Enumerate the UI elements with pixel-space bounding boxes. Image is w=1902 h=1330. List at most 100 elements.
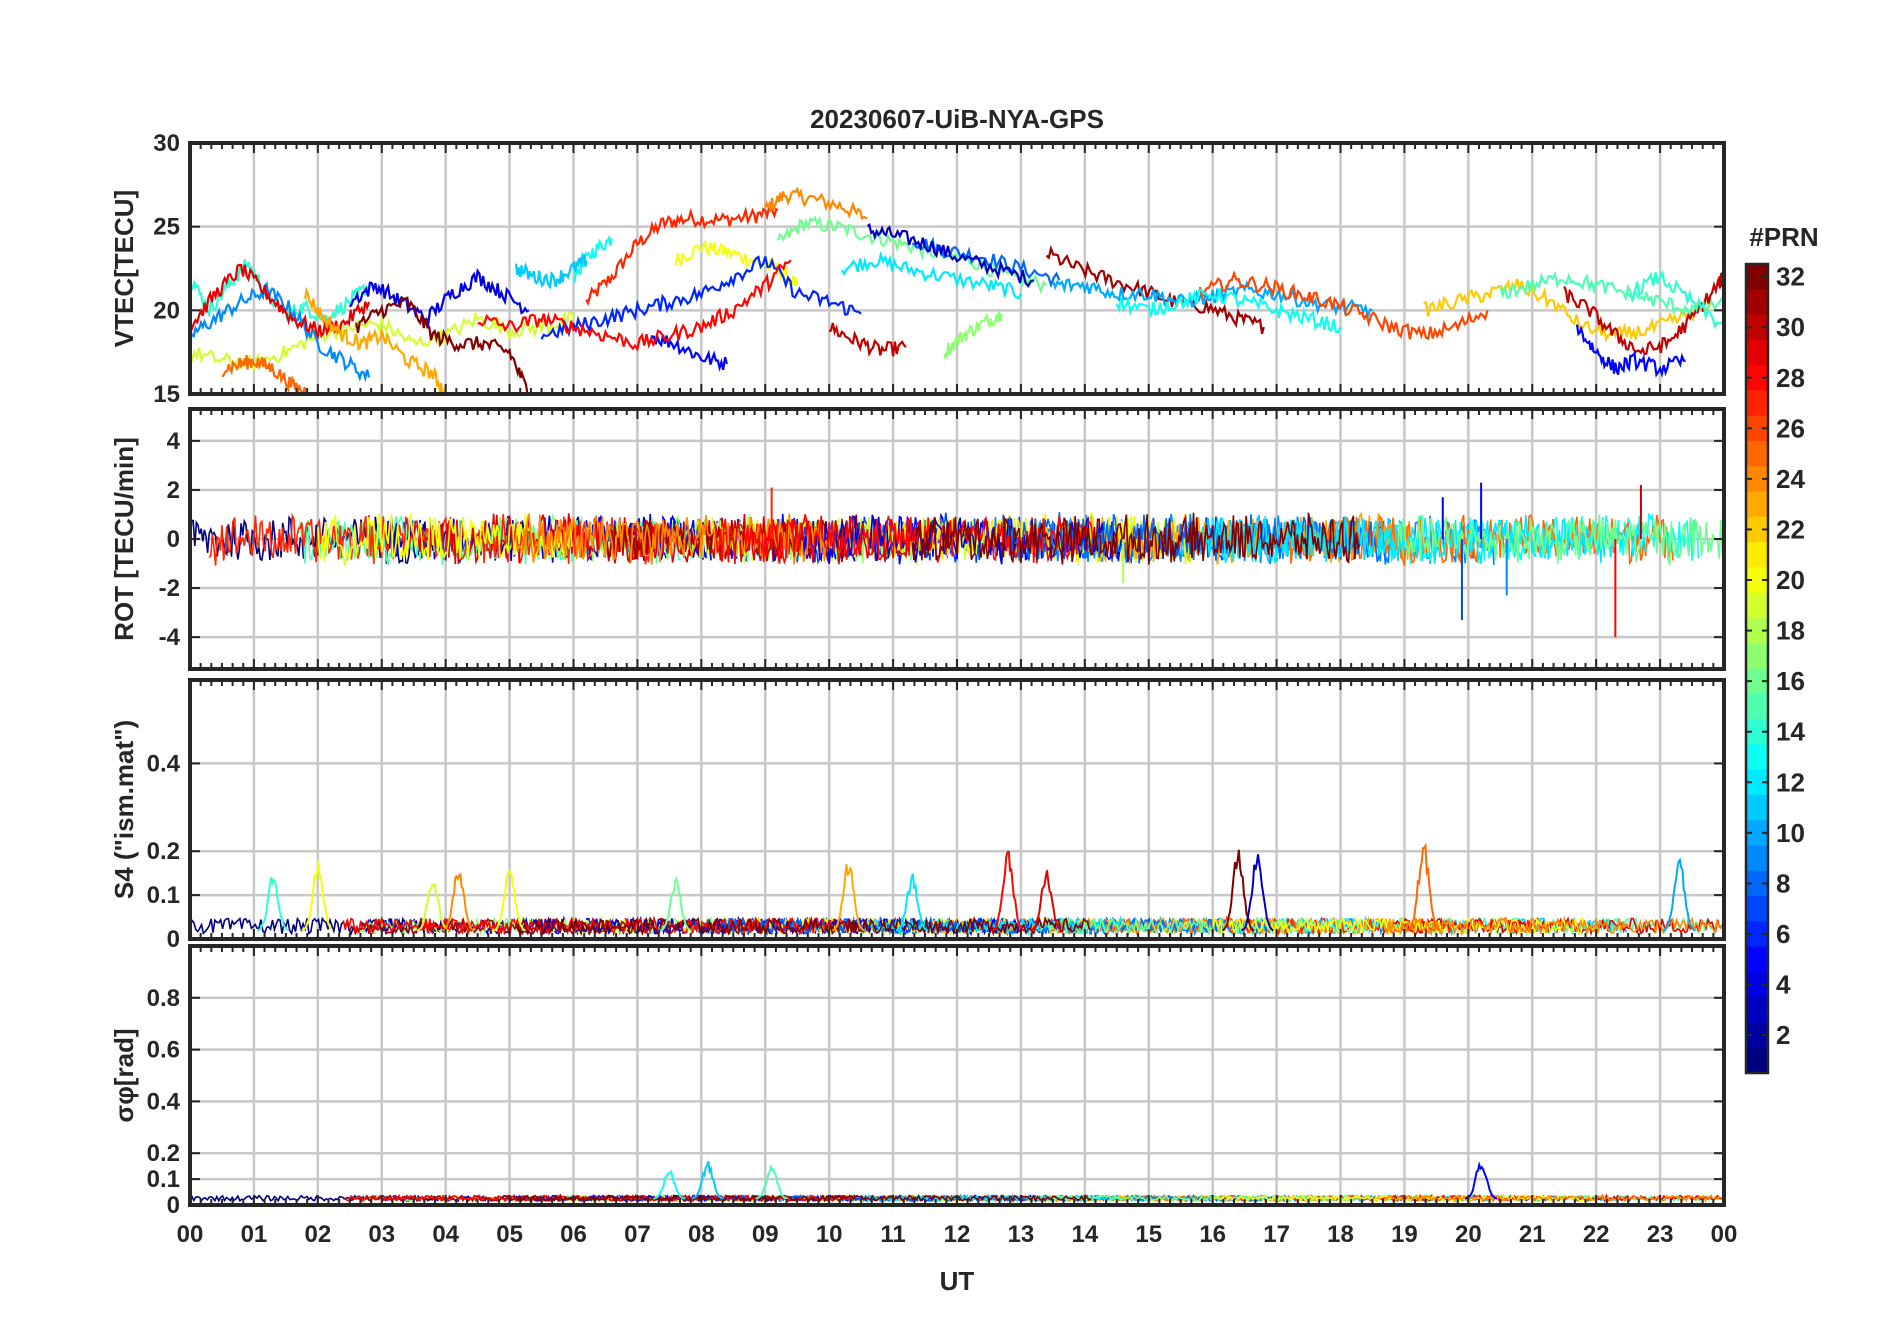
s4-peak-prn-10 xyxy=(1662,857,1696,932)
x-tick-label: 00 xyxy=(1711,1221,1738,1248)
colorbar-segment xyxy=(1746,744,1768,771)
colorbar-segment xyxy=(1746,466,1768,493)
colorbar-segment xyxy=(1746,415,1768,442)
colorbar-segment xyxy=(1746,668,1768,695)
vtec-series-prn-28 xyxy=(477,259,792,352)
colorbar-segment xyxy=(1746,365,1768,392)
vtec-series-prn-5 xyxy=(649,333,728,373)
rot-series-prn-32 xyxy=(911,512,1361,565)
x-tick-label: 07 xyxy=(624,1221,651,1248)
vtec-series-prn-22 xyxy=(1423,278,1713,343)
colorbar-tick-label: 8 xyxy=(1776,868,1790,898)
y-tick-label: 0 xyxy=(167,526,180,553)
sigma_phi-series-prn-16 xyxy=(1039,1194,1360,1203)
y-axis-label-s4: S4 ("ism.mat") xyxy=(109,720,139,899)
colorbar-tick-label: 20 xyxy=(1776,565,1805,595)
colorbar-segment xyxy=(1746,542,1768,568)
colorbar-segment xyxy=(1746,643,1768,670)
vtec-series-prn-14 xyxy=(1627,269,1724,329)
vtec-series-prn-9 xyxy=(190,281,371,383)
vtec-series-prn-26 xyxy=(1198,270,1489,341)
y-tick-label: 20 xyxy=(153,297,180,324)
vtec-series-prn-13 xyxy=(572,234,613,284)
colorbar-tick-label: 10 xyxy=(1776,818,1805,848)
x-axis-label: UT xyxy=(940,1266,975,1296)
colorbar-segment xyxy=(1746,491,1768,518)
y-axis-label-sigma_phi: σφ[rad] xyxy=(109,1028,139,1122)
colorbar-tick-label: 22 xyxy=(1776,514,1805,544)
colorbar-segment xyxy=(1746,870,1768,897)
frame-vtec xyxy=(188,141,1726,396)
s4-peak-prn-14 xyxy=(256,877,289,932)
x-tick-label: 01 xyxy=(241,1221,268,1248)
x-tick-label: 10 xyxy=(816,1221,843,1248)
x-tick-label: 20 xyxy=(1455,1221,1482,1248)
colorbar-segment xyxy=(1746,820,1768,847)
colorbar-segment xyxy=(1746,971,1768,998)
panel-vtec: 15 20 25 30 VTEC[TECU] xyxy=(109,130,1726,408)
colorbar-segment xyxy=(1746,794,1768,821)
colorbar-segment xyxy=(1746,440,1768,467)
y-tick-label: 0.2 xyxy=(147,838,180,865)
vtec-series-prn-19 xyxy=(190,310,575,371)
vtec-series-prn-3 xyxy=(866,222,1035,288)
frame-sigma_phi xyxy=(188,944,1726,1207)
colorbar-segment xyxy=(1746,769,1768,796)
s4-peak-prn-29 xyxy=(1030,870,1063,932)
x-tick-label: 02 xyxy=(304,1221,331,1248)
x-tick-label: 11 xyxy=(880,1221,905,1248)
frame-s4 xyxy=(188,678,1726,941)
plot-area-vtec xyxy=(190,186,1724,394)
y-tick-label: 4 xyxy=(167,428,181,455)
s4-series-prn-20 xyxy=(1211,915,1595,937)
s4-series-prn-16 xyxy=(1039,915,1360,937)
sigma_phi-peak-prn-13 xyxy=(653,1169,686,1200)
colorbar-segment xyxy=(1746,997,1768,1024)
x-tick-label: 15 xyxy=(1135,1221,1162,1248)
colorbar-segment xyxy=(1746,719,1768,745)
y-tick-label: 2 xyxy=(167,477,180,504)
vtec-series-prn-16 xyxy=(776,215,1048,295)
y-tick-label: 0.1 xyxy=(147,882,180,909)
colorbar-tick-label: 14 xyxy=(1776,717,1805,747)
x-tick-label: 12 xyxy=(944,1221,971,1248)
vtec-series-prn-31 xyxy=(1045,244,1265,335)
vtec-series-prn-24 xyxy=(764,186,868,221)
s4-peak-prn-32 xyxy=(1221,849,1255,932)
sigma_phi-series-prn-32 xyxy=(515,1193,1092,1203)
x-tick-label: 08 xyxy=(688,1221,715,1248)
x-tick-label: 09 xyxy=(752,1221,779,1248)
x-axis: 00 01 02 03 04 05 06 07 08 09 10 11 12 13 14 15 16 17 18 19… xyxy=(177,1221,1738,1248)
x-tick-label: 16 xyxy=(1199,1221,1226,1248)
colorbar-segment xyxy=(1746,1047,1768,1074)
y-tick-label: 25 xyxy=(153,214,180,241)
vtec-series-prn-15 xyxy=(1499,270,1724,319)
y-tick-label: 0.6 xyxy=(147,1037,180,1064)
colorbar-segment xyxy=(1746,896,1768,922)
colorbar-tick-label: 28 xyxy=(1776,363,1805,393)
colorbar-segment xyxy=(1746,946,1768,973)
colorbar-segment xyxy=(1746,617,1768,644)
panels: 15 20 25 30 VTEC[TECU] -4 -2 0 2 4 ROT [TECU/min] 0… xyxy=(109,130,1726,1219)
colorbar-segment xyxy=(1746,516,1768,543)
x-tick-label: 13 xyxy=(1008,1221,1035,1248)
y-axis-label-rot: ROT [TECU/min] xyxy=(109,437,139,641)
y-tick-label: 15 xyxy=(153,381,180,408)
vtec-series-prn-32 xyxy=(355,295,530,394)
colorbar-tick-label: 6 xyxy=(1776,919,1790,949)
vtec-series-prn-8 xyxy=(911,236,1061,289)
y-tick-label: 0.8 xyxy=(147,985,180,1012)
colorbar-segment xyxy=(1746,845,1768,872)
vtec-series-prn-27 xyxy=(585,201,779,307)
colorbar-tick-label: 26 xyxy=(1776,413,1805,443)
sigma_phi-peak-prn-5 xyxy=(1464,1161,1498,1200)
y-tick-label: 0.2 xyxy=(147,1140,180,1167)
x-tick-label: 05 xyxy=(496,1221,523,1248)
colorbar-frame xyxy=(1744,262,1770,1075)
colorbar-tick-label: 32 xyxy=(1776,262,1805,292)
s4-peak-prn-20 xyxy=(493,869,526,932)
s4-peak-prn-3 xyxy=(1240,854,1274,932)
s4-peak-prn-12 xyxy=(895,873,929,932)
vtec-series-prn-4 xyxy=(348,267,530,329)
